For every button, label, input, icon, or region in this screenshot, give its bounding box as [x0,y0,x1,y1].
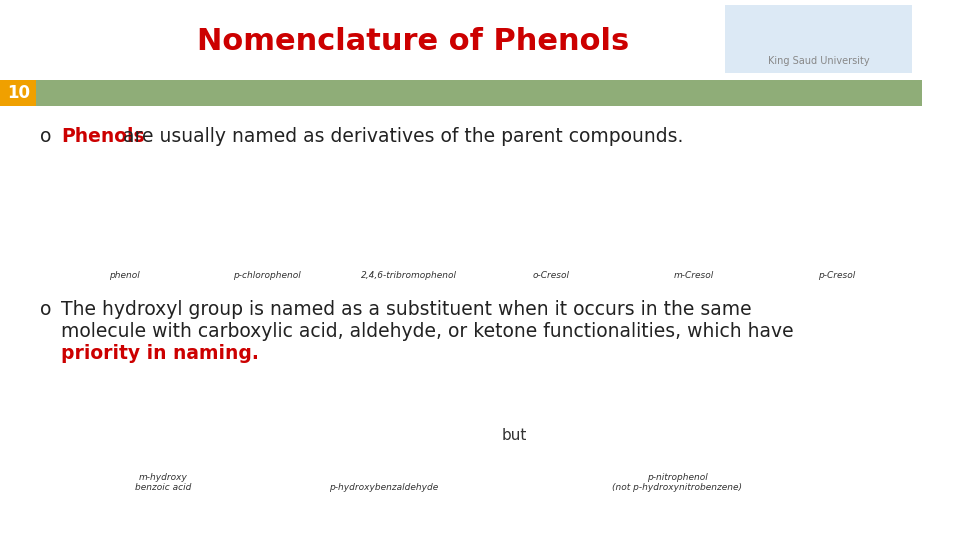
Text: are usually named as derivatives of the parent compounds.: are usually named as derivatives of the … [117,127,684,146]
Text: 2,4,6-tribromophenol: 2,4,6-tribromophenol [361,271,457,280]
Text: o: o [40,300,52,319]
Text: p-nitrophenol
(not p-hydroxynitrobenzene): p-nitrophenol (not p-hydroxynitrobenzene… [612,472,742,492]
Text: p-Cresol: p-Cresol [818,271,854,280]
Text: m-hydroxy
benzoic acid: m-hydroxy benzoic acid [135,472,191,492]
Text: 10: 10 [7,84,30,102]
Text: o-Cresol: o-Cresol [533,271,570,280]
Text: o: o [40,127,52,146]
Bar [0,80,36,106]
Text: molecule with carboxylic acid, aldehyde, or ketone functionalities, which have: molecule with carboxylic acid, aldehyde,… [61,322,794,341]
Text: King Saud University: King Saud University [768,56,870,66]
Bar [725,5,912,73]
Text: Nomenclature of Phenols: Nomenclature of Phenols [197,28,629,57]
Text: priority in naming.: priority in naming. [61,344,259,363]
Text: m-Cresol: m-Cresol [674,271,714,280]
Text: phenol: phenol [108,271,139,280]
Text: p-hydroxybenzaldehyde: p-hydroxybenzaldehyde [329,483,439,492]
Bar [36,80,922,106]
Text: p-chlorophenol: p-chlorophenol [232,271,300,280]
Text: but: but [502,428,527,442]
Text: The hydroxyl group is named as a substituent when it occurs in the same: The hydroxyl group is named as a substit… [61,300,752,319]
Text: Phenols: Phenols [61,127,145,146]
